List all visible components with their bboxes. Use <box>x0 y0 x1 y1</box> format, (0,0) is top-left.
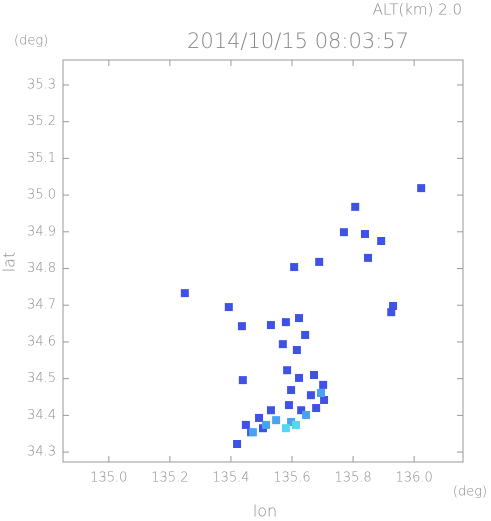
y-tick-label: 34.7 <box>27 298 56 313</box>
y-tick-label: 34.9 <box>27 224 56 239</box>
x-unit: (deg) <box>453 485 487 500</box>
echo-point <box>292 346 301 355</box>
y-tick-label: 35.3 <box>27 77 56 92</box>
subtitle: ALT(km) 2.0 <box>373 1 462 19</box>
echo-point <box>266 406 275 415</box>
echo-point <box>233 440 242 449</box>
echo-point <box>180 289 189 298</box>
echo-point <box>224 303 233 312</box>
echo-point <box>297 406 306 415</box>
y-tick-label: 35.1 <box>27 151 56 166</box>
y-tick-label: 34.4 <box>27 408 56 423</box>
echo-point <box>295 373 304 382</box>
echo-point <box>278 340 287 349</box>
echo-point <box>320 395 329 404</box>
echo-point <box>339 228 348 237</box>
echo-point <box>302 411 311 420</box>
echo-point <box>266 321 275 330</box>
y-tick-label: 34.5 <box>27 371 56 386</box>
echo-point <box>377 236 386 245</box>
x-tick-label: 135.8 <box>334 471 371 486</box>
echo-point <box>360 230 369 239</box>
echo-point <box>317 388 326 397</box>
x-tick-label: 135.2 <box>151 471 188 486</box>
y-tick-label: 35.0 <box>27 188 56 203</box>
y-tick-label: 34.3 <box>27 445 56 460</box>
echo-point <box>287 386 296 395</box>
x-tick-label: 136.0 <box>396 471 433 486</box>
echo-point <box>237 322 246 331</box>
echo-point <box>312 404 321 413</box>
echo-point <box>306 391 315 400</box>
echo-point <box>309 370 318 379</box>
echo-point <box>315 257 324 266</box>
echo-point <box>248 428 257 437</box>
y-tick-label: 34.8 <box>27 261 56 276</box>
echo-point <box>351 202 360 211</box>
echo-point <box>301 330 310 339</box>
echo-point <box>272 416 281 425</box>
y-tick-label: 34.6 <box>27 334 56 349</box>
x-tick-label: 135.6 <box>273 471 310 486</box>
echo-point <box>283 366 292 375</box>
chart-title: 2014/10/15 08:03:57 <box>187 29 409 53</box>
echo-point <box>284 401 293 410</box>
y-axis-label: lat <box>0 252 19 273</box>
echo-point <box>238 376 247 385</box>
plot-frame <box>62 59 464 463</box>
x-tick-label: 135.0 <box>90 471 127 486</box>
y-unit: (deg) <box>14 34 48 49</box>
echo-point <box>255 413 264 422</box>
x-axis-label: lon <box>253 502 277 521</box>
echo-point <box>281 424 290 433</box>
echo-point <box>417 184 426 193</box>
x-tick-label: 135.4 <box>212 471 249 486</box>
echo-point <box>364 253 373 262</box>
echo-point <box>287 417 296 426</box>
echo-point <box>387 308 396 317</box>
echo-point <box>241 420 250 429</box>
echo-point <box>290 263 299 272</box>
echo-point <box>291 420 300 429</box>
echo-point <box>295 314 304 323</box>
echo-point <box>319 380 328 389</box>
echo-point <box>389 301 398 310</box>
y-tick-label: 35.2 <box>27 114 56 129</box>
echo-point <box>262 420 271 429</box>
echo-point <box>281 318 290 327</box>
